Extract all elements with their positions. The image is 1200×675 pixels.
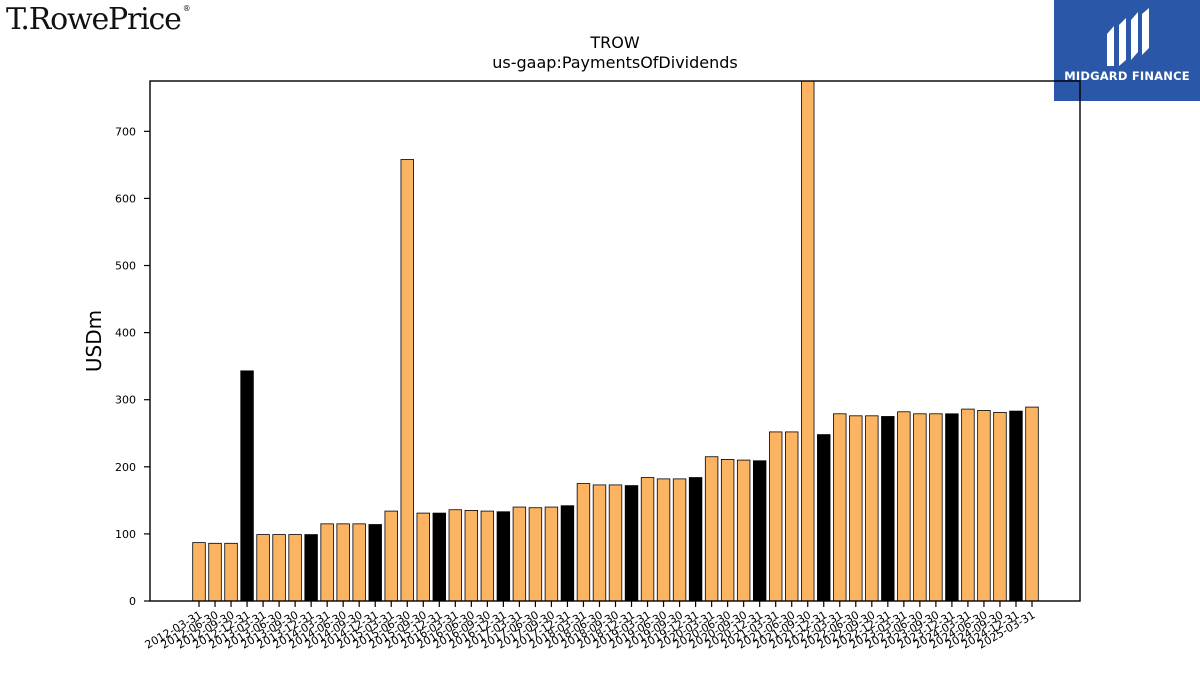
bar [801, 80, 815, 602]
bar [720, 459, 735, 602]
bar [752, 460, 767, 602]
bar [881, 416, 895, 602]
bar [785, 431, 799, 602]
y-axis-label: USDm [82, 310, 106, 372]
bar [208, 542, 222, 602]
bar [448, 509, 463, 602]
plot-frame [149, 80, 1081, 602]
bar [672, 478, 687, 602]
bar [929, 413, 943, 602]
bar [656, 478, 671, 602]
bar [304, 534, 318, 602]
trowe-price-logo: T.RowePrice ® [6, 2, 191, 37]
bar [480, 510, 495, 602]
bar [352, 523, 366, 602]
bar [993, 412, 1007, 602]
chart-subtitle: us-gaap:PaymentsOfDividends [492, 53, 737, 72]
bar [1025, 406, 1039, 602]
chart-title: TROW [589, 33, 639, 52]
y-tick-label: 0 [129, 595, 136, 608]
bar [320, 523, 334, 602]
bar [849, 415, 863, 602]
bar [224, 542, 238, 602]
bar [688, 477, 703, 602]
y-tick-label: 200 [115, 461, 136, 474]
bar [961, 408, 975, 602]
bars [192, 80, 1039, 602]
bar [624, 485, 639, 602]
bar [512, 506, 527, 602]
bar [1009, 410, 1023, 602]
bar [256, 534, 270, 602]
bar [432, 512, 446, 602]
bar [368, 524, 382, 602]
y-axis-ticks: 0 100 200 300 400 500 600 700 [115, 125, 150, 608]
bar [400, 159, 414, 602]
y-tick-label: 600 [115, 192, 136, 205]
bar [817, 434, 831, 602]
y-tick-label: 100 [115, 528, 136, 541]
bar [288, 534, 302, 602]
midgard-finance-logo: MIDGARD FINANCE [1054, 0, 1200, 101]
y-tick-label: 500 [115, 260, 136, 273]
bar [897, 411, 911, 602]
y-tick-label: 400 [115, 327, 136, 340]
bar [608, 484, 623, 602]
bar [272, 534, 286, 602]
bar [544, 506, 559, 602]
bar [336, 523, 350, 602]
bar [945, 413, 959, 602]
bar [496, 511, 511, 602]
midgard-emblem-icon [1107, 8, 1149, 66]
bar [464, 510, 479, 602]
bar [592, 484, 607, 602]
bar [704, 456, 719, 602]
bar [833, 413, 847, 602]
bar [416, 512, 430, 602]
x-axis-ticks: 2012-03-312012-06-302012-09-302012-12-31… [143, 601, 1038, 652]
bar [913, 413, 927, 602]
bar [528, 507, 543, 602]
bar [640, 477, 655, 602]
bar [736, 459, 751, 602]
bar [977, 410, 991, 602]
bar [865, 415, 879, 602]
bar [192, 542, 206, 602]
bar [384, 510, 398, 602]
y-tick-label: 300 [115, 394, 136, 407]
bar [560, 505, 575, 602]
bar [768, 431, 783, 602]
bar [576, 483, 591, 602]
bar [240, 370, 254, 602]
y-tick-label: 700 [115, 125, 136, 138]
